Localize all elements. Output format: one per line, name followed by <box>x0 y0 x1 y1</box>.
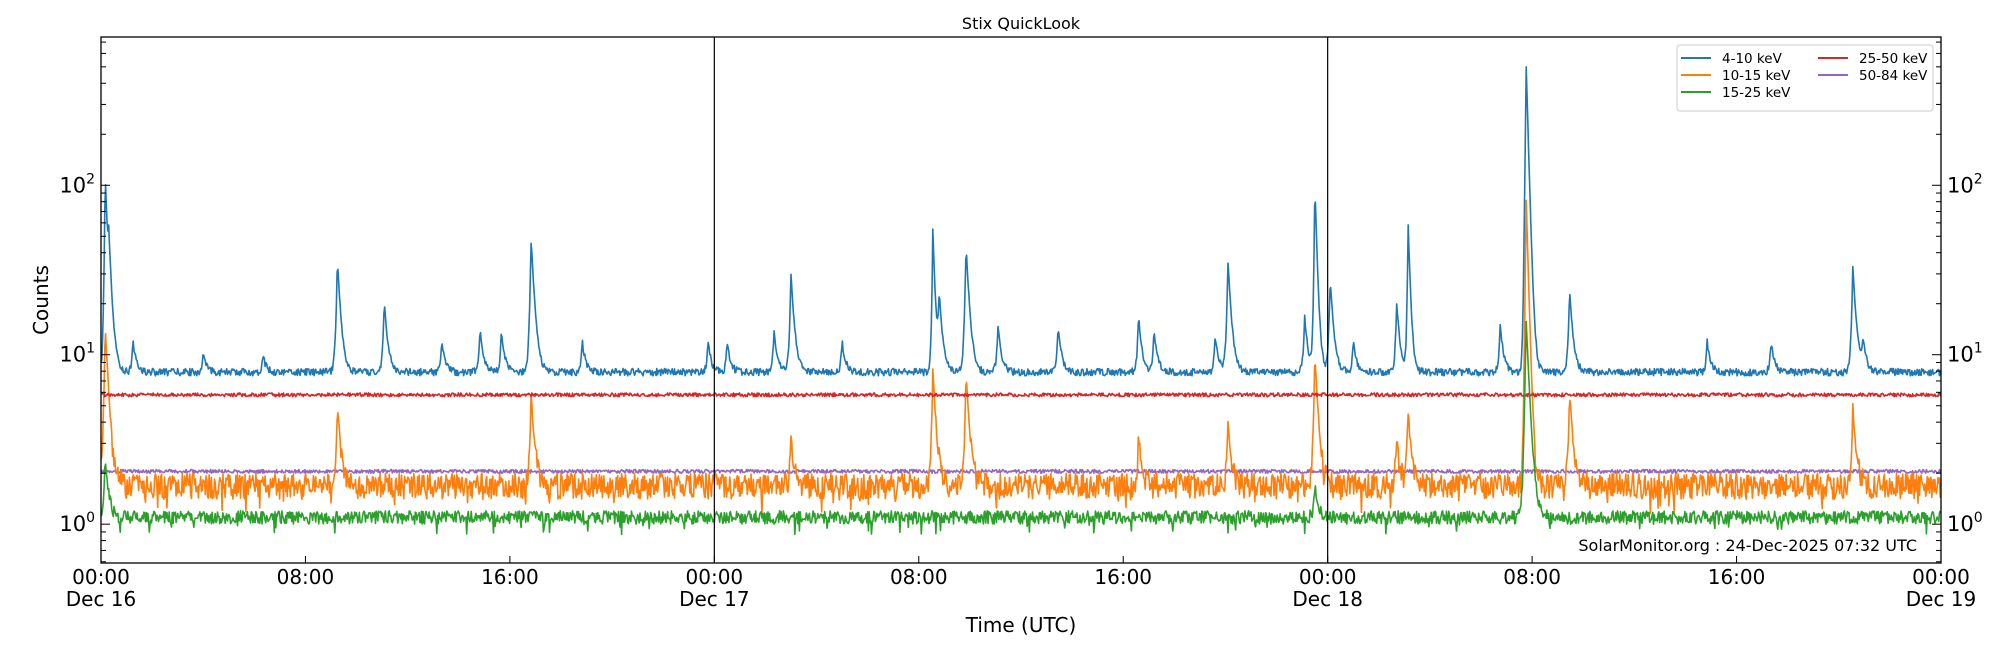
x-tick-label: 08:00 <box>1503 565 1561 589</box>
legend-label: 10-15 keV <box>1722 68 1791 84</box>
legend-label: 25-50 keV <box>1859 51 1928 67</box>
legend-label: 4-10 keV <box>1722 51 1783 67</box>
legend-label: 50-84 keV <box>1859 68 1928 84</box>
x-tick-label: 16:00 <box>481 565 539 589</box>
day-boundaries <box>713 37 1329 563</box>
x-tick-label: 16:00 <box>1708 565 1766 589</box>
chart-title: Stix QuickLook <box>962 14 1081 33</box>
watermark-annotation: SolarMonitor.org : 24-Dec-2025 07:32 UTC <box>1578 536 1917 555</box>
x-tick-label: 08:00 <box>277 565 335 589</box>
y-tick-label: 101 <box>1947 341 1983 367</box>
x-tick-label: 00:00 <box>72 565 130 589</box>
series-line-50-84-kev <box>100 468 1942 475</box>
y-tick-label: 102 <box>59 171 95 197</box>
x-tick-date-label: Dec 19 <box>1906 587 1977 611</box>
x-tick-date-label: Dec 17 <box>679 587 750 611</box>
x-tick-date-label: Dec 16 <box>66 587 137 611</box>
series-layer <box>100 66 1942 536</box>
x-tick-label: 00:00 <box>686 565 744 589</box>
x-tick-label: 08:00 <box>890 565 948 589</box>
series-line-25-50-kev <box>100 392 1942 398</box>
x-tick-date-label: Dec 18 <box>1292 587 1363 611</box>
series-line-15-25-kev <box>100 320 1942 536</box>
y-axis-label: Counts <box>29 265 53 335</box>
y-tick-label: 101 <box>59 341 95 367</box>
x-tick-label: 16:00 <box>1094 565 1152 589</box>
legend-label: 15-25 keV <box>1722 85 1791 101</box>
x-tick-label: 00:00 <box>1912 565 1970 589</box>
x-axis-label: Time (UTC) <box>965 613 1077 637</box>
y-tick-label: 102 <box>1947 171 1983 197</box>
series-line-10-15-kev <box>100 199 1942 515</box>
y-tick-label: 100 <box>59 510 95 536</box>
y-tick-label: 100 <box>1947 510 1983 536</box>
series-line-4-10-kev <box>100 66 1942 377</box>
plot-frame <box>100 36 1942 564</box>
x-tick-label: 00:00 <box>1299 565 1357 589</box>
legend-frame <box>1676 44 1934 112</box>
